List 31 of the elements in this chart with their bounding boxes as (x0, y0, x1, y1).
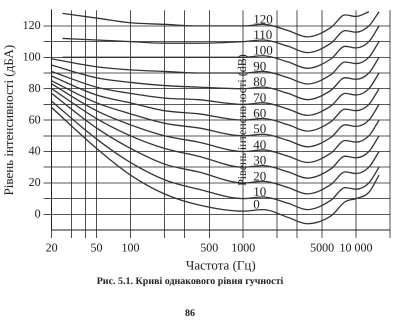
x-tick-label: 50 (90, 240, 102, 254)
y-axis-title: Рівень інтенсивності (дБА) (1, 44, 16, 196)
y-tick-label: 40 (28, 144, 41, 158)
y-tick-label: 0 (34, 206, 41, 220)
series-label: 80 (253, 74, 266, 90)
series-label: 30 (253, 152, 266, 168)
x-tick-label: 20 (46, 240, 58, 254)
series-label: 70 (253, 90, 266, 105)
series-label: 20 (253, 168, 266, 184)
y-tick-label: 120 (22, 18, 41, 32)
y-tick-label: 80 (28, 80, 41, 95)
y-tick-label: 20 (28, 175, 41, 190)
y-tick-label: 60 (28, 112, 41, 126)
series-label: 0 (253, 196, 260, 212)
text: 86 (185, 308, 195, 319)
series-label: 10 (253, 184, 266, 199)
series-label: 100 (253, 42, 273, 58)
x-tick-label: 1000 (231, 240, 256, 254)
x-tick-label: 500 (200, 240, 218, 254)
text: Рис. 5.1. Криві однакового рівня гучності (96, 276, 284, 287)
y-tick-label: 100 (22, 49, 41, 64)
series-label: 40 (253, 136, 266, 152)
x-axis-title: Частота (Гц) (186, 258, 256, 273)
series-label: 60 (253, 105, 266, 120)
series-label: 90 (253, 58, 266, 74)
series-label: 110 (253, 26, 272, 42)
series-label: 50 (253, 121, 266, 136)
x-tick-label: 10 000 (340, 240, 373, 254)
x-tick-label: 100 (121, 240, 140, 254)
series-label: 120 (253, 11, 273, 26)
x-tick-label: 5000 (310, 240, 334, 254)
